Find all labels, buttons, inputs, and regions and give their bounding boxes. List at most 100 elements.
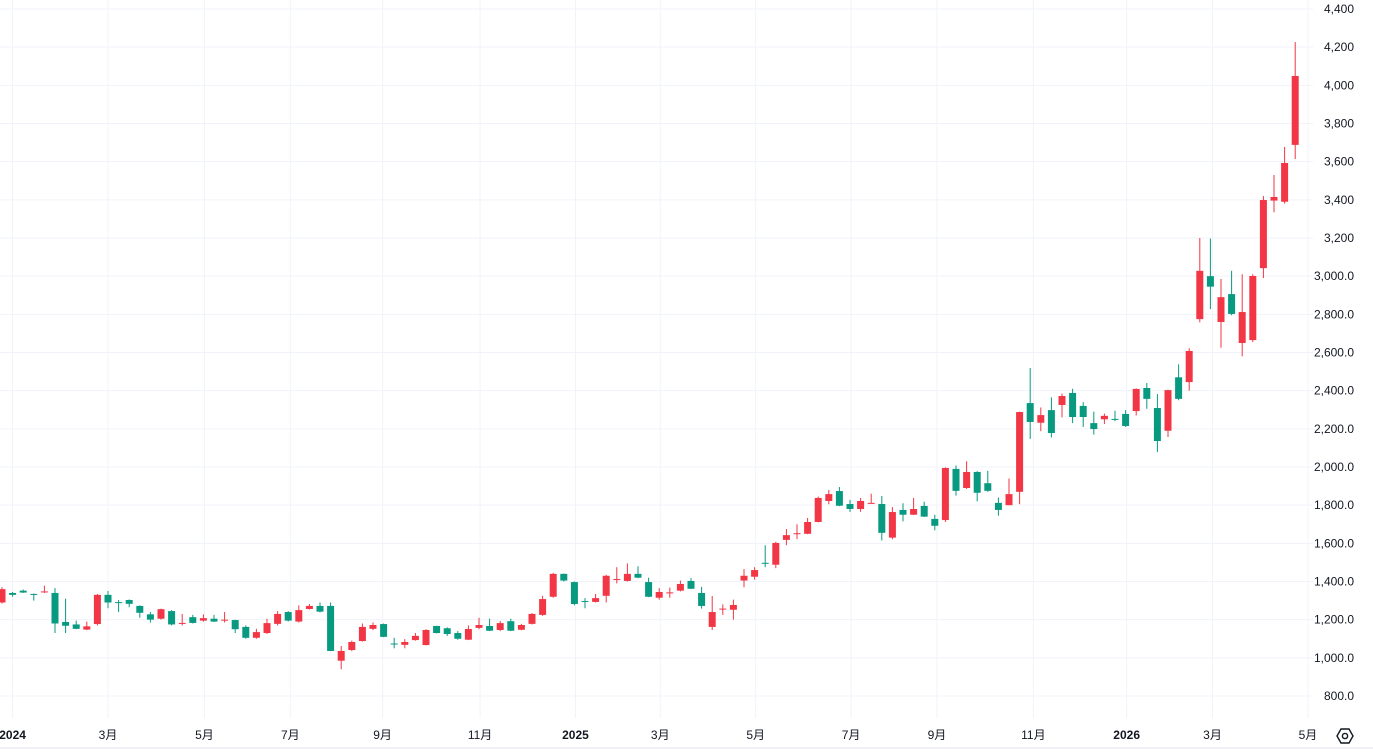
candle-body [1100,415,1108,420]
candle-down [125,599,133,608]
candle-down [380,623,388,638]
candle-body [1206,276,1214,287]
time-tick-label: 3月 [99,728,118,742]
candle-down [698,586,706,609]
candle-up [1238,274,1246,357]
candle-up [857,497,865,512]
time-tick-label: 9月 [928,728,947,742]
candle-body [1196,270,1204,320]
candle-body [570,582,578,605]
candle-body [645,582,653,597]
candle-up [1016,411,1024,505]
candle-down [316,602,324,613]
candle-down [1206,238,1214,310]
candle-down [973,471,981,502]
candle-body [1164,390,1172,431]
candle-body [1291,75,1299,145]
candle-up [729,599,737,620]
candle-down [570,581,578,606]
candle-up [1217,279,1225,348]
candle-body [1185,350,1193,383]
candle-body [549,573,557,597]
candle-body [284,612,292,621]
price-tick-label: 1,800.0 [1314,498,1354,512]
candle-up [708,596,716,630]
candle-body [422,629,430,646]
settings-button[interactable] [1334,725,1356,747]
candle-body [1228,294,1236,314]
time-axis[interactable]: 2024 3月 5月 7月 9月 11月 2025 3月 5月 7月 9月 11月 2026 3月 5月 [0,728,1317,742]
candle-body [1281,163,1289,202]
candle-up [1281,146,1289,204]
candle-body [104,594,112,603]
candle-body [761,562,769,564]
candle-down [687,578,695,590]
candle-body [40,591,48,593]
candle-down [507,618,515,632]
candle-down [168,610,176,626]
candle-body [931,518,939,526]
candles [0,42,1299,670]
candle-up [613,567,621,584]
price-tick-label: 3,400 [1324,193,1354,207]
candle-body [952,468,960,491]
candle-body [146,614,154,620]
candle-body [994,502,1002,510]
candle-up [528,612,536,625]
price-tick-label: 1,600.0 [1314,536,1354,550]
candle-body [1005,494,1013,506]
candle-body [327,605,335,651]
candle-up [178,613,186,626]
candle-body [666,592,674,594]
candle-down [327,602,335,652]
candle-body [782,535,790,540]
candle-down [443,627,451,636]
candle-up [814,496,822,523]
price-axis[interactable]: 4,400 4,200 4,000 3,800 3,600 3,400 3,200 3,000… [1314,2,1354,703]
time-tick-label: 9月 [373,728,392,742]
candle-body [168,611,176,625]
candle-body [189,617,197,623]
candle-body [1143,387,1151,399]
time-tick-label: 7月 [842,728,861,742]
candle-body [708,612,716,627]
candle-up [1164,389,1172,438]
candle-body [899,509,907,515]
candle-up [782,529,790,546]
candle-up [40,585,48,593]
candle-body [740,575,748,581]
candle-down [210,614,218,622]
candle-body [613,579,621,581]
candle-body [390,643,398,645]
candle-body [623,573,631,581]
candle-up [793,524,801,540]
candle-body [443,628,451,634]
candle-body [358,626,366,642]
candle-body [846,504,854,509]
candle-body [719,608,727,610]
price-tick-label: 1,400.0 [1314,575,1354,589]
time-tick-label: 5月 [1299,728,1318,742]
candle-up [517,623,525,631]
candle-body [19,590,27,593]
candle-body [1175,377,1183,399]
candle-body [602,575,610,596]
candle-up [1196,238,1204,323]
candle-body [676,583,684,591]
price-tick-label: 1,000.0 [1314,651,1354,665]
price-tick-label: 4,400 [1324,2,1354,16]
candle-body [263,623,271,634]
time-tick-label: 5月 [746,728,765,742]
candle-up [751,567,759,580]
candle-down [952,465,960,496]
price-tick-label: 2,400.0 [1314,384,1354,398]
candle-body [433,625,441,634]
candle-down [1047,397,1055,438]
candle-body [178,622,186,624]
candle-body [973,471,981,493]
candle-body [560,573,568,581]
candle-down [62,598,70,634]
candle-down [634,566,642,579]
candle-up [867,493,875,504]
